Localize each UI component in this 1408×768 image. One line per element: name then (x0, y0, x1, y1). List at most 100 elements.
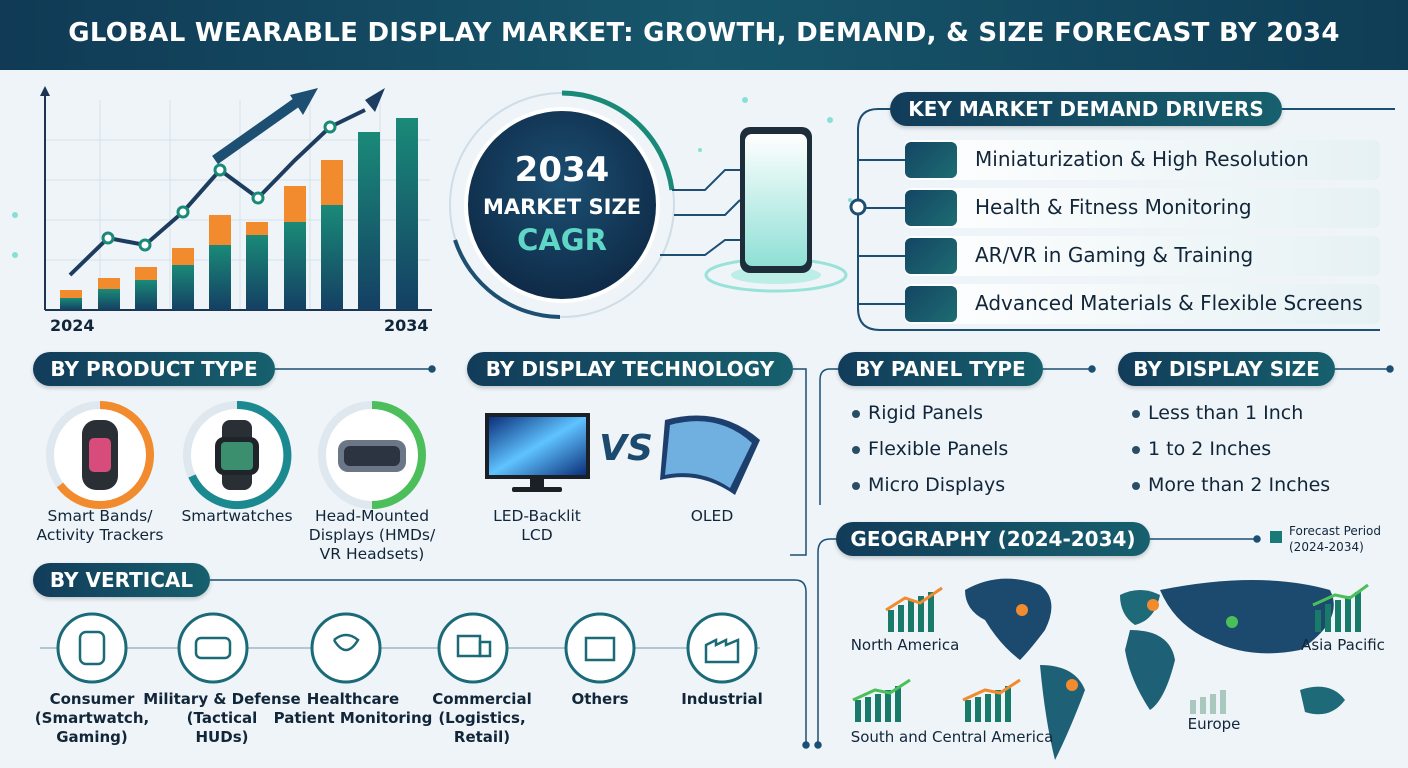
decoration (965, 700, 971, 722)
decoration (60, 118, 418, 310)
decoration (512, 487, 562, 492)
region-label: North America (850, 636, 960, 654)
decoration (1210, 694, 1216, 714)
decoration (875, 694, 881, 722)
decoration (848, 198, 852, 202)
decoration (284, 222, 306, 310)
decoration (1147, 599, 1159, 611)
decoration (1355, 592, 1361, 632)
vertical-label-line: Gaming) (56, 728, 128, 746)
product-label: Head-Mounted Displays (HMDs/VR Headsets) (309, 507, 435, 564)
decoration (371, 401, 426, 509)
circle-year: 2034 (514, 150, 610, 190)
driver-text: Advanced Materials & Flexible Screens (975, 291, 1363, 315)
decoration (1066, 679, 1078, 691)
product-icons (46, 400, 426, 509)
driver-text: Health & Fitness Monitoring (975, 195, 1252, 219)
decoration (888, 610, 894, 632)
decoration (530, 479, 544, 487)
decoration (564, 612, 636, 684)
decoration (672, 169, 740, 191)
vertical-label: Others (571, 690, 628, 709)
product-label-line: Head-Mounted (314, 507, 430, 525)
decoration (698, 148, 702, 152)
decoration (489, 417, 586, 475)
legend-line: Forecast Period (1289, 524, 1382, 538)
decoration (358, 132, 380, 310)
decoration (1132, 410, 1140, 418)
driver: Health & Fitness Monitoring (905, 188, 1380, 228)
decoration (78, 630, 740, 666)
decoration (962, 678, 1021, 702)
decoration (428, 365, 436, 373)
decoration (40, 86, 50, 96)
legend-line: (2024-2034) (1289, 540, 1364, 554)
decoration (332, 633, 360, 652)
decoration (1016, 604, 1028, 616)
decoration (135, 267, 157, 280)
decoration (888, 592, 934, 632)
decoration (802, 741, 810, 749)
decoration (855, 700, 861, 722)
decoration (817, 538, 836, 745)
decoration (78, 630, 106, 666)
decoration (101, 120, 337, 252)
decoration (1088, 365, 1096, 373)
decoration (742, 97, 748, 103)
size-item: Less than 1 Inch (1148, 402, 1304, 424)
decoration (827, 117, 833, 123)
decoration (246, 235, 268, 310)
vertical-label: Military & Defense (Tactical HUDs) (143, 690, 300, 747)
vertical-label-line: (Tactical (186, 709, 258, 727)
product-label-line: Activity Trackers (36, 526, 164, 544)
decoration (865, 697, 871, 722)
decoration (1190, 690, 1226, 714)
decoration (177, 612, 249, 684)
driver-text: Miniaturization & High Resolution (975, 147, 1309, 171)
decoration (209, 215, 231, 245)
decoration (176, 205, 190, 219)
technology-label-line: OLED (690, 507, 734, 525)
drivers-frame (849, 108, 1395, 331)
vertical-label: Consumer (Smartwatch, Gaming) (35, 690, 149, 747)
chart-end: 2034 (384, 316, 429, 335)
decoration (819, 368, 838, 505)
decoration (365, 88, 385, 112)
header: GLOBAL WEARABLE DISPLAY MARKET: GROWTH, … (0, 0, 1408, 70)
decoration (1016, 599, 1159, 691)
decoration (310, 612, 382, 684)
product-title: BY PRODUCT TYPE (33, 352, 275, 386)
decoration (1312, 583, 1369, 607)
decoration (660, 239, 740, 256)
technology-label: LED-Backlit LCD (493, 507, 581, 545)
decoration (857, 108, 1380, 331)
decoration (908, 600, 914, 632)
vertical-label-line: Military & Defense (143, 690, 301, 708)
decoration (323, 120, 337, 134)
technology-title: BY DISPLAY TECHNOLOGY (467, 352, 793, 386)
product-label-line: Smartwatches (181, 507, 293, 525)
decoration (56, 401, 154, 509)
decoration (98, 289, 120, 310)
decoration (1300, 686, 1345, 715)
growth-chart (40, 86, 432, 311)
panel-item: Flexible Panels (868, 438, 1009, 460)
decoration (686, 612, 758, 684)
decoration (1132, 482, 1140, 490)
geography-title: GEOGRAPHY (2024-2034) (836, 522, 1150, 556)
driver-text: AR/VR in Gaming & Training (975, 243, 1254, 267)
list-bullets (852, 410, 1140, 490)
panel-item: Micro Displays (868, 474, 1006, 496)
region-charts (852, 531, 1369, 722)
decoration (212, 95, 303, 165)
region-label: Asia Pacific (1301, 636, 1385, 654)
vertical-label: Healthcare Patient Monitoring (274, 690, 433, 728)
decoration (885, 586, 943, 612)
panel-item: Rigid Panels (868, 402, 984, 424)
decoration (221, 442, 253, 470)
decoration (1226, 616, 1238, 628)
decoration (172, 265, 194, 310)
world-map (965, 578, 1345, 760)
technology-label-line: LED-Backlit (493, 507, 581, 525)
